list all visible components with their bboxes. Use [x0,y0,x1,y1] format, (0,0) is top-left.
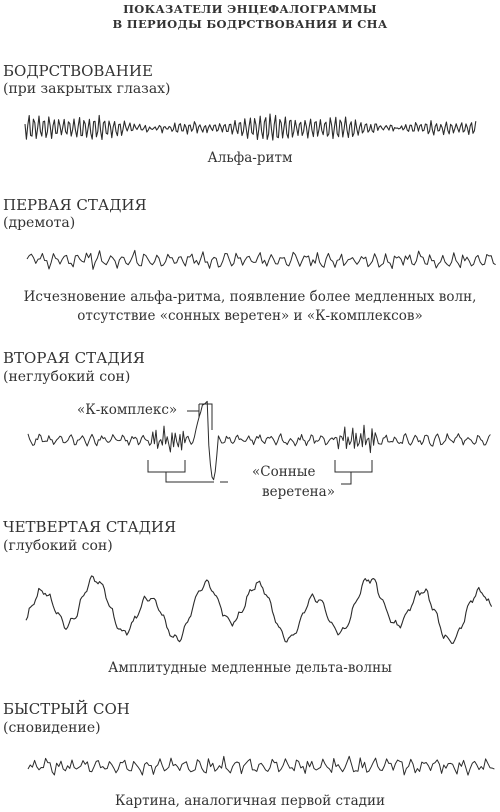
k-complex-label: «К-комплекс» [77,402,178,418]
section-caption: Амплитудные медленные дельта-волны [108,660,392,676]
title-line-1: ПОКАЗАТЕЛИ ЭНЦЕФАЛОГРАММЫ [123,2,377,16]
section-subheading: (неглубокий сон) [3,369,131,385]
eeg-trace-stage-two [27,400,491,481]
section-subheading: (сновидение) [3,720,101,736]
sleep-spindles-label-line-1: «Сонные [252,464,316,480]
sleep-spindles-label-line-2: веретена» [262,484,335,500]
title-line-2: В ПЕРИОДЫ БОДРСТВОВАНИЯ И СНА [112,17,388,31]
section-subheading: (дремота) [3,215,76,231]
section-heading: БЫСТРЫЙ СОН [3,700,130,718]
section-heading: ПЕРВАЯ СТАДИЯ [3,196,147,214]
eeg-trace-delta [25,575,493,644]
eeg-trace-stage-one [26,249,496,270]
section-caption-line-2: отсутствие «сонных веретен» и «К-комплек… [77,308,423,324]
section-heading: ЧЕТВЕРТАЯ СТАДИЯ [3,518,177,536]
section-caption: Картина, аналогичная первой стадии [115,793,385,809]
section-heading: БОДРСТВОВАНИЕ [3,62,153,80]
section-caption: Альфа-ритм [207,150,293,166]
section-subheading: (при закрытых глазах) [3,81,171,97]
section-subheading: (глубокий сон) [3,538,113,554]
section-caption-line-1: Исчезновение альфа-ритма, появление боле… [23,289,477,305]
eeg-trace-rem [27,755,495,776]
section-heading: ВТОРАЯ СТАДИЯ [3,349,145,367]
eeg-trace-alpha [24,113,477,141]
